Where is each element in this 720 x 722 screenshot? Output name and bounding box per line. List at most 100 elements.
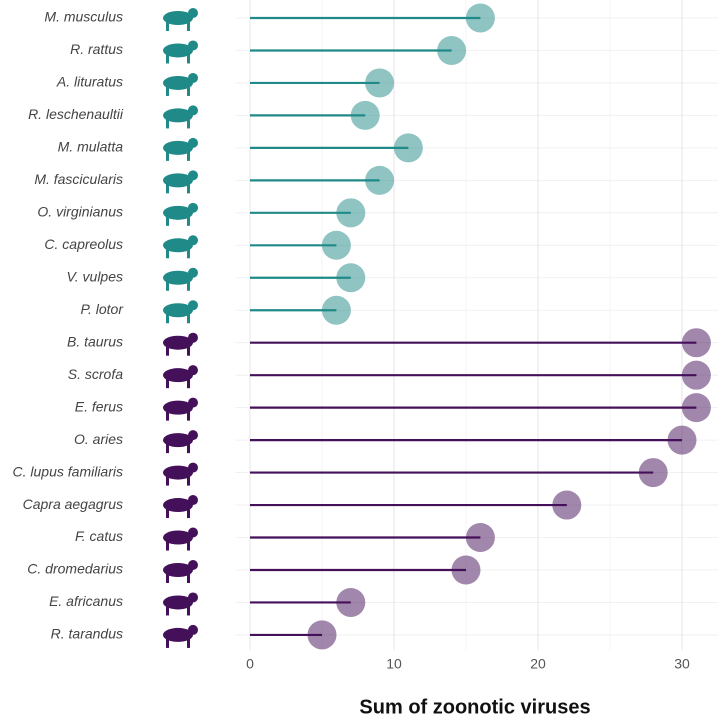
category-label: M. fascicularis (34, 171, 123, 187)
x-tick-label: 20 (530, 656, 546, 672)
category-label: C. lupus familiaris (13, 463, 123, 479)
icon-head (188, 8, 198, 18)
icon-head (188, 624, 198, 635)
dot (393, 133, 423, 163)
category-label: S. scrofa (68, 366, 123, 382)
icon-leg (166, 248, 169, 259)
dot (321, 295, 351, 325)
icon-leg (166, 21, 169, 31)
animal-icon (163, 365, 198, 389)
icon-head (188, 527, 198, 538)
icon-head (188, 202, 198, 213)
icon-head (188, 300, 198, 311)
dot (552, 490, 582, 520)
icon-leg (187, 248, 190, 259)
icon-leg (187, 280, 190, 291)
category-label: V. vulpes (66, 268, 123, 284)
icon-body (163, 303, 193, 318)
icon-head (188, 235, 198, 246)
icon-head (188, 397, 198, 408)
category-label: O. aries (74, 431, 123, 447)
icon-head (188, 105, 198, 116)
icon-leg (187, 183, 190, 194)
icon-leg (187, 21, 190, 31)
category-label: C. capreolus (44, 236, 123, 252)
icon-body (163, 368, 193, 383)
category-label: P. lotor (80, 301, 124, 317)
animal-icon (163, 559, 198, 583)
icon-leg (166, 637, 169, 648)
category-label: B. taurus (67, 333, 123, 349)
category-label: R. leschenaultii (28, 106, 124, 122)
dot (437, 35, 467, 65)
icon-body (163, 530, 193, 545)
icon-leg (187, 508, 190, 519)
animal-icon (163, 202, 198, 226)
animal-icon (163, 397, 198, 421)
icon-body (163, 75, 193, 90)
category-label: M. musculus (44, 9, 123, 25)
icon-leg (166, 345, 169, 356)
x-tick-label: 10 (386, 656, 402, 672)
icon-leg (166, 85, 169, 96)
animal-icon (163, 40, 198, 64)
icon-leg (187, 443, 190, 454)
dot (350, 100, 380, 130)
icon-body (163, 433, 193, 448)
category-label: E. africanus (49, 593, 123, 609)
icon-head (188, 267, 198, 278)
category-label: R. rattus (70, 41, 123, 57)
icon-head (188, 430, 198, 441)
icon-head (188, 592, 198, 603)
icon-leg (166, 150, 169, 161)
dot (465, 523, 495, 553)
icon-body (163, 465, 193, 480)
icon-leg (166, 605, 169, 616)
icon-leg (166, 215, 169, 226)
category-label: E. ferus (75, 398, 123, 414)
x-tick-label: 30 (674, 656, 690, 672)
icon-leg (166, 410, 169, 421)
icon-leg (166, 378, 169, 389)
dot (336, 587, 366, 617)
icon-leg (187, 637, 190, 648)
icon-leg (187, 475, 190, 486)
dot (638, 458, 668, 488)
category-label: R. tarandus (51, 626, 123, 642)
icon-body (163, 108, 193, 123)
animal-icon (163, 430, 198, 454)
dot (365, 165, 395, 195)
icon-body (163, 140, 193, 155)
icon-head (188, 559, 198, 570)
x-axis-title: Sum of zoonotic viruses (359, 696, 590, 718)
icon-leg (187, 378, 190, 389)
icon-head (188, 137, 198, 148)
icon-head (188, 40, 198, 51)
icon-body (163, 562, 193, 577)
animal-icon (163, 300, 198, 324)
icon-leg (166, 53, 169, 64)
category-label: O. virginianus (37, 204, 123, 220)
animal-icon (163, 8, 198, 31)
icon-body (163, 43, 193, 58)
icon-leg (166, 183, 169, 194)
icon-body (163, 270, 193, 285)
icon-body (163, 11, 193, 25)
x-tick-label: 0 (246, 656, 254, 672)
dot (336, 198, 366, 228)
animal-icon (163, 624, 198, 648)
dot (321, 230, 351, 260)
icon-body (163, 205, 193, 220)
dot (307, 620, 337, 650)
dot (365, 68, 395, 98)
icon-head (188, 462, 198, 473)
icon-leg (166, 540, 169, 551)
animal-icon (163, 170, 198, 194)
icon-leg (187, 410, 190, 421)
icon-leg (187, 85, 190, 96)
category-label: F. catus (75, 528, 123, 544)
dot (681, 393, 711, 423)
icon-body (163, 627, 193, 642)
icon-body (163, 238, 193, 253)
